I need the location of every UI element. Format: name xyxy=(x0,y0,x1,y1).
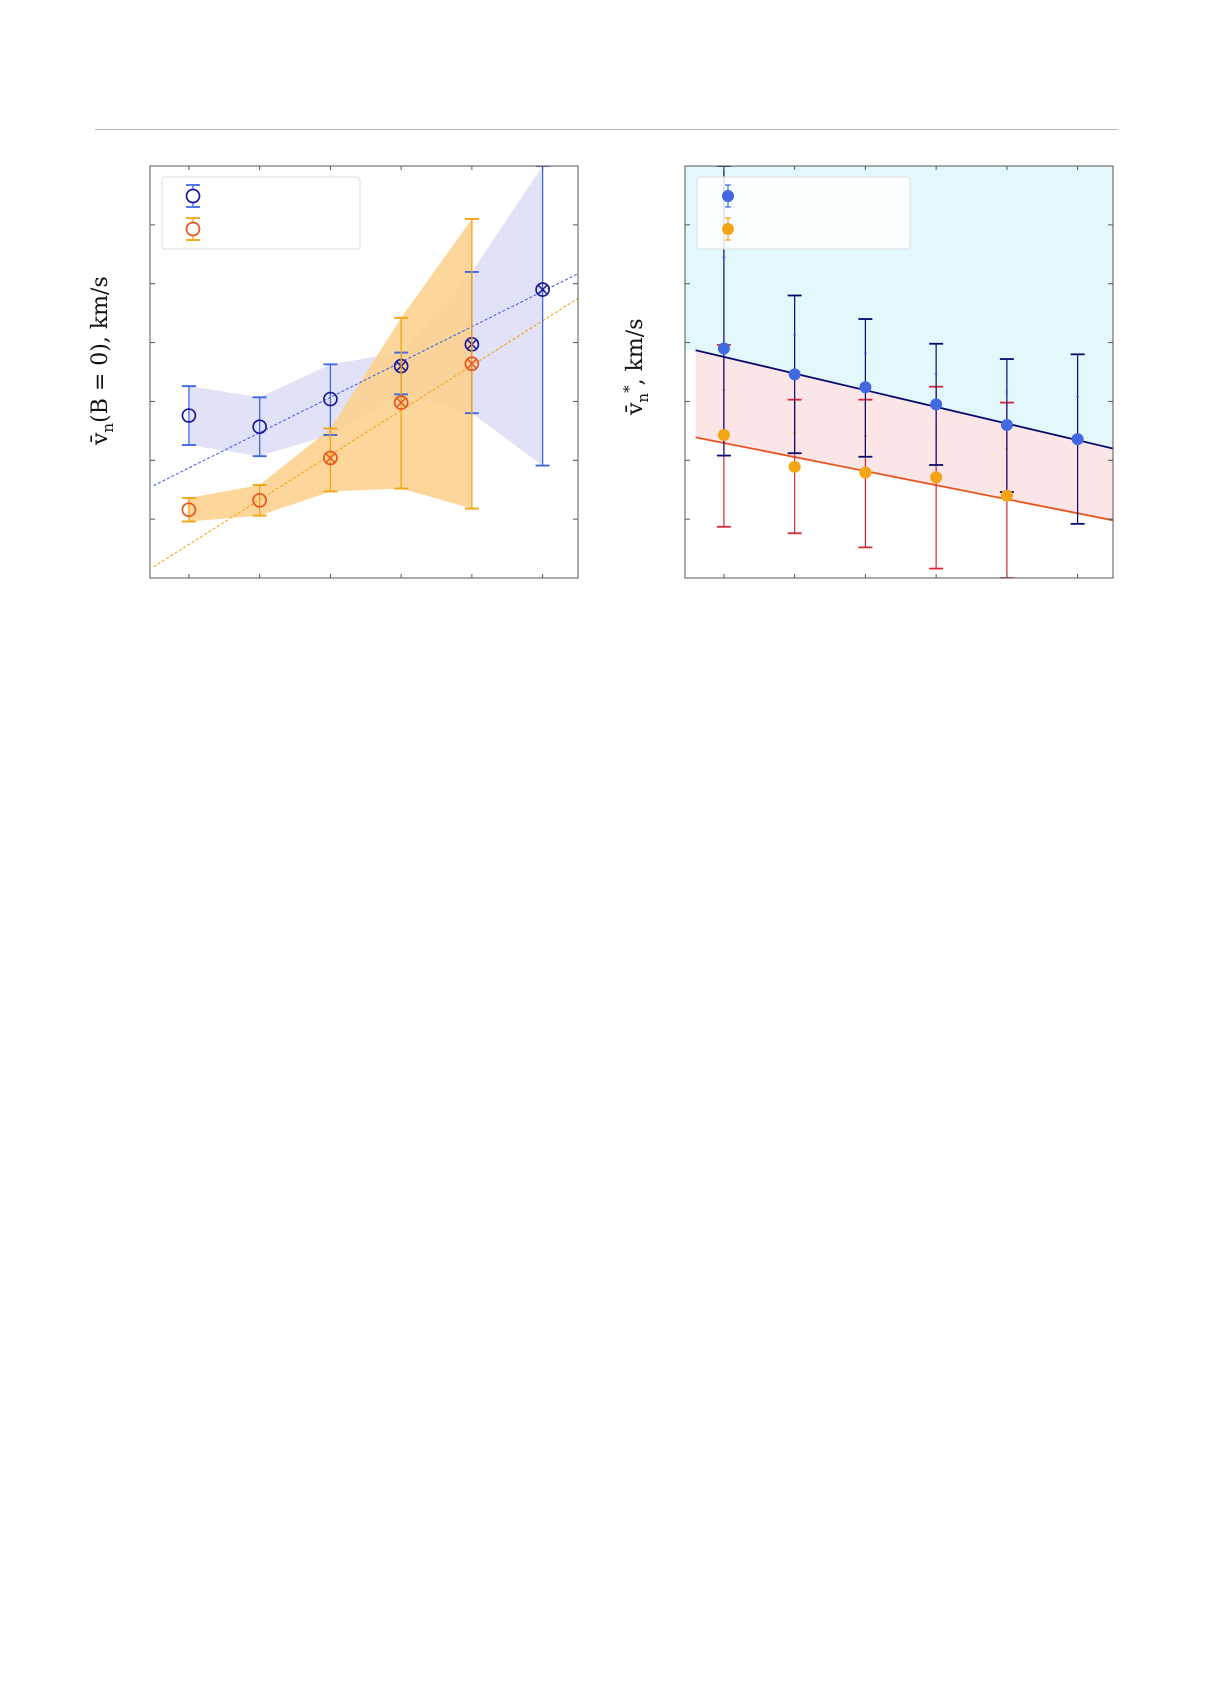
data-point-r-s0-p3 xyxy=(930,398,943,411)
data-point-r-s0-p1 xyxy=(788,368,801,381)
data-point-r-s1-p2 xyxy=(859,466,872,479)
data-point-r-s1-p0 xyxy=(717,428,730,441)
y-axis-label-right-sup: * xyxy=(620,385,638,393)
fit-line-series-0 xyxy=(153,273,578,487)
legend-left-box xyxy=(161,176,361,250)
chart-right: v̄n*, km/s xyxy=(615,155,1211,595)
plot-area-left xyxy=(153,166,578,568)
y-axis-label-left-base: v̄ xyxy=(88,432,113,446)
data-point-cross-s0-p5 xyxy=(537,284,548,295)
chart-left: v̄n(B = 0), km/s xyxy=(80,155,700,595)
data-point-r-s0-p0 xyxy=(717,342,730,355)
y-axis-label-right-base: v̄ xyxy=(623,402,648,416)
data-point-s0-p2 xyxy=(323,391,338,407)
legend-left-marker-1 xyxy=(185,221,201,237)
data-point-cross-s1-p3 xyxy=(396,397,407,408)
data-point-r-s0-p4 xyxy=(1000,418,1013,431)
region-middle xyxy=(695,350,1113,521)
y-axis-label-right: v̄n*, km/s xyxy=(620,319,652,417)
boundary-line-lower xyxy=(695,436,1113,522)
data-point-r-s1-p1 xyxy=(788,460,801,473)
right-axis-frame xyxy=(684,165,1114,579)
legend-right-marker-1 xyxy=(722,223,734,235)
legend-left-marker-0 xyxy=(185,188,201,204)
chart-left-svg: v̄n(B = 0), km/s xyxy=(88,165,579,579)
data-point-cross-s1-p4 xyxy=(466,358,477,369)
y-axis-label-left: v̄n(B = 0), km/s xyxy=(88,276,117,446)
legend-right-marker-0 xyxy=(722,190,734,202)
data-point-s0-p1 xyxy=(252,419,268,435)
left-axis-frame xyxy=(149,165,579,579)
y-axis-label-right-sub: n xyxy=(634,393,652,403)
data-point-s1-p1 xyxy=(252,492,268,508)
data-point-r-s0-p5 xyxy=(1071,433,1084,446)
data-point-s1-p0 xyxy=(181,502,197,518)
data-point-s1-p3 xyxy=(393,395,409,410)
data-point-s0-p0 xyxy=(181,408,197,423)
data-point-r-s0-p2 xyxy=(859,381,872,394)
page-rule xyxy=(95,129,1118,130)
data-point-s1-p2 xyxy=(323,450,338,466)
data-point-r-s1-p3 xyxy=(930,471,943,484)
y-axis-label-left-rest: (B = 0), km/s xyxy=(88,276,113,423)
data-point-s0-p5 xyxy=(535,282,550,297)
data-point-cross-s1-p2 xyxy=(325,452,336,464)
y-axis-label-right-rest: , km/s xyxy=(623,319,648,386)
boundary-line-upper xyxy=(695,349,1113,450)
data-point-s1-p4 xyxy=(464,356,480,372)
data-point-r-s1-p4 xyxy=(1000,489,1013,502)
legend-right-box xyxy=(696,176,911,250)
y-axis-label-left-sub: n xyxy=(99,423,117,433)
fit-line-series-1 xyxy=(153,297,578,568)
chart-right-svg: v̄n*, km/s xyxy=(620,165,1114,579)
